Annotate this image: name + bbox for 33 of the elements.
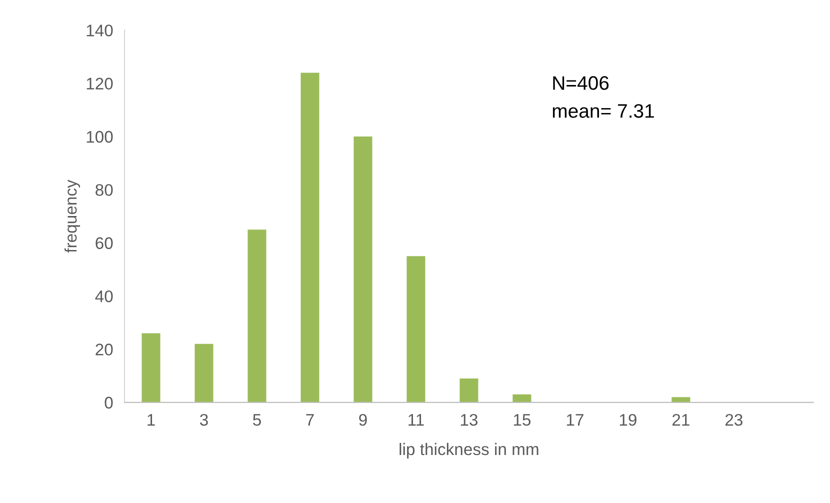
y-tick-label: 60 xyxy=(96,237,113,250)
annotation: mean= 7.31 xyxy=(552,104,654,118)
bar xyxy=(300,72,320,402)
x-tick-label: 19 xyxy=(620,414,636,426)
bar xyxy=(512,394,532,402)
x-tick-label: 15 xyxy=(514,414,531,426)
x-tick-label: 13 xyxy=(460,414,478,426)
annotation: N=406 xyxy=(553,76,609,90)
x-tick-label: 11 xyxy=(408,414,424,426)
x-tick-label: 7 xyxy=(306,414,314,426)
x-tick-label: 17 xyxy=(566,414,584,426)
y-tick-label: 100 xyxy=(86,130,113,143)
x-tick-label: 9 xyxy=(359,414,367,426)
y-axis-title: frequency xyxy=(64,180,80,253)
y-tick-label: 40 xyxy=(95,290,113,302)
x-axis-title: lip thickness in mm xyxy=(400,442,538,458)
bar xyxy=(406,256,426,402)
y-tick-label: 0 xyxy=(104,396,113,409)
y-tick-label: 120 xyxy=(86,78,113,90)
bar xyxy=(194,344,214,402)
bar xyxy=(354,136,372,402)
bar xyxy=(142,333,160,402)
x-tick-label: 1 xyxy=(148,414,155,426)
x-tick-label: 21 xyxy=(672,414,690,426)
bar xyxy=(672,397,690,402)
bar xyxy=(460,378,478,402)
x-tick-label: 23 xyxy=(725,414,742,426)
bar xyxy=(248,230,266,402)
x-tick-label: 3 xyxy=(200,414,208,426)
y-tick-label: 20 xyxy=(96,344,113,356)
y-tick-label: 80 xyxy=(96,184,113,196)
y-tick-label: 140 xyxy=(86,24,113,36)
x-tick-label: 5 xyxy=(253,414,261,426)
